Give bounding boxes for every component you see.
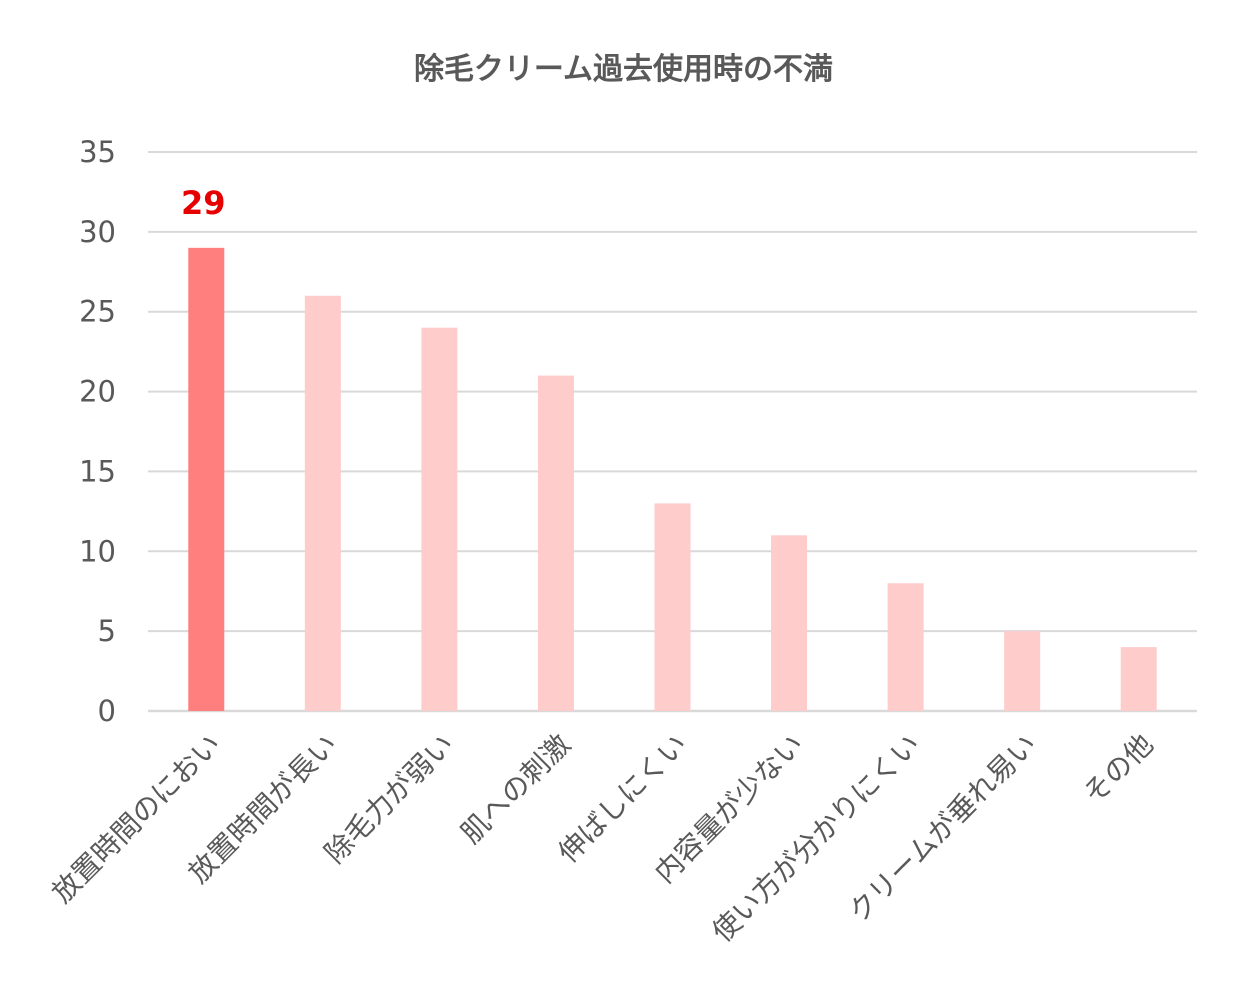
- y-tick-label: 35: [79, 135, 116, 169]
- bars: [188, 247, 1157, 712]
- x-tick-label: 使い方が分かりにくい: [706, 728, 927, 949]
- y-tick-label: 15: [79, 454, 116, 488]
- bar-2: [421, 327, 458, 711]
- x-tick-label: その他: [1077, 728, 1160, 811]
- bar-8: [1120, 647, 1157, 711]
- data-label: 29: [181, 184, 226, 222]
- y-tick-label: 0: [98, 694, 116, 728]
- y-tick-label: 5: [98, 614, 116, 648]
- bar-0: [188, 247, 225, 712]
- x-axis-ticks: 放置時間のにおい放置時間が長い除毛力が弱い肌への刺激伸ばしにくい内容量が少ない使…: [45, 728, 1159, 949]
- y-tick-label: 10: [79, 534, 116, 568]
- x-tick-label: 肌への刺激: [455, 728, 577, 850]
- data-labels: 29: [181, 184, 226, 222]
- bar-5: [771, 535, 808, 711]
- bar-3: [537, 375, 574, 711]
- bar-4: [654, 503, 691, 711]
- y-tick-label: 25: [79, 295, 116, 329]
- y-tick-label: 20: [79, 375, 116, 409]
- chart-title: 除毛クリーム過去使用時の不満: [413, 52, 834, 87]
- y-axis-ticks: 0 5 10 15 20 25 30 35: [79, 135, 116, 728]
- bar-1: [304, 295, 341, 711]
- bar-7: [1004, 631, 1041, 711]
- bar-6: [887, 583, 924, 711]
- y-tick-label: 30: [79, 215, 116, 249]
